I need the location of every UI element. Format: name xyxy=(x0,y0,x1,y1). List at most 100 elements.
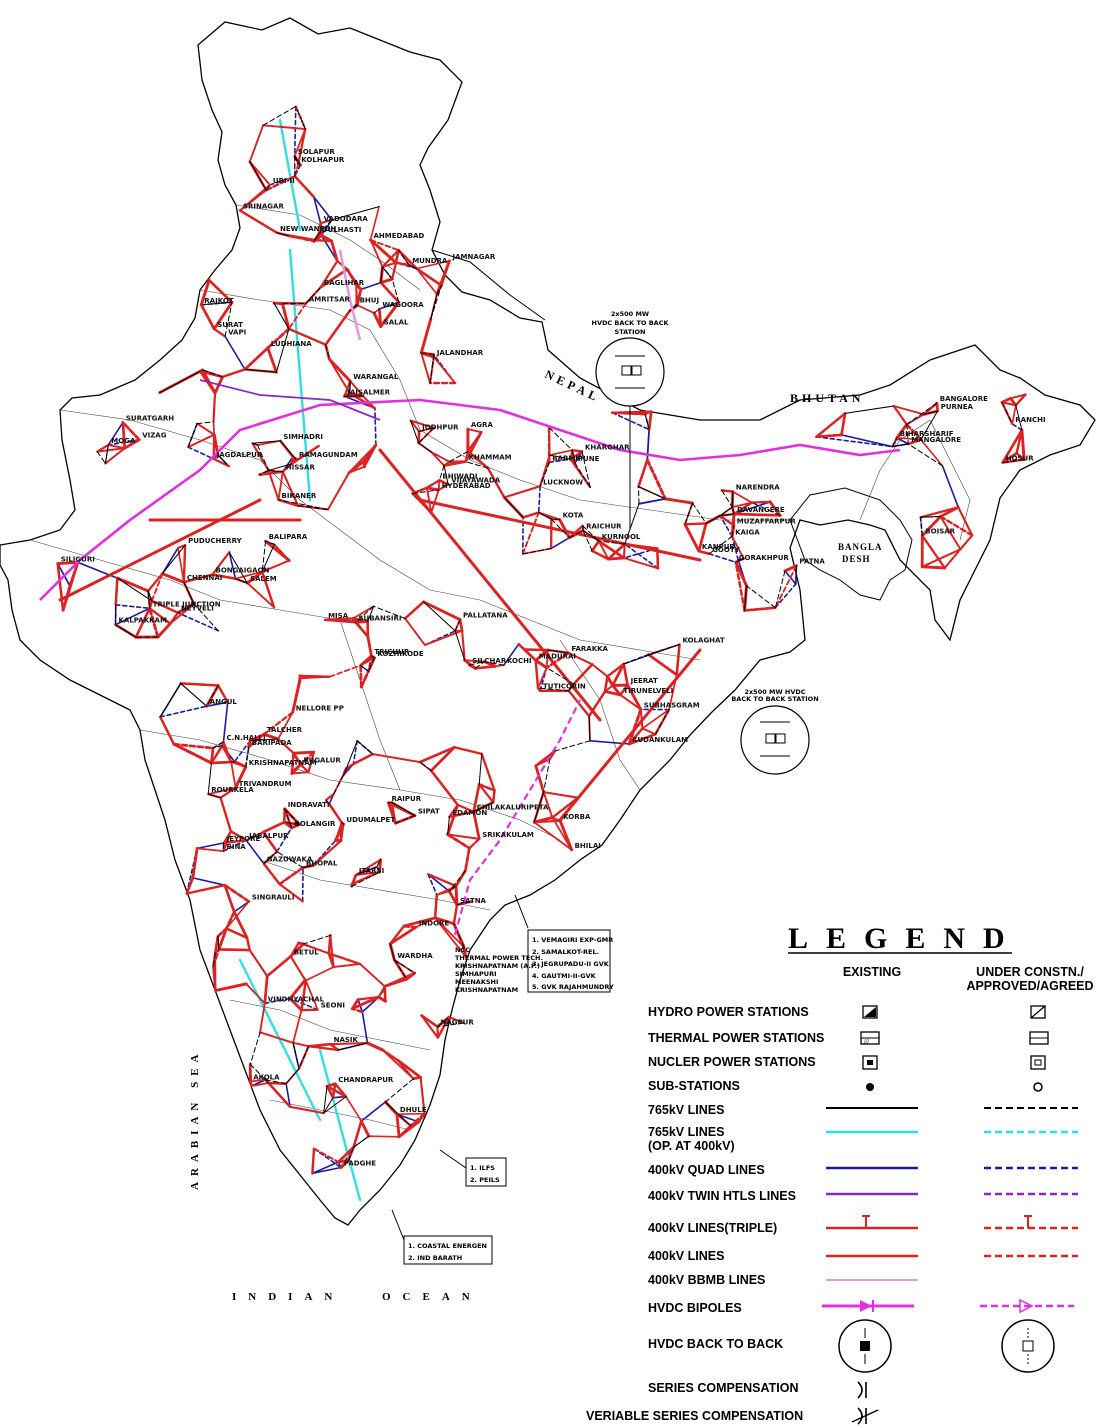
line-765kv xyxy=(550,518,570,539)
line-765kv xyxy=(343,768,347,776)
station-label: ANGUL xyxy=(210,698,238,706)
svg-text:1. VEMAGIRI EXP-GMR: 1. VEMAGIRI EXP-GMR xyxy=(532,936,613,944)
station-label: ROURKELA xyxy=(211,786,254,794)
line-400kv xyxy=(591,663,609,678)
line-400kv xyxy=(939,506,960,518)
line-400kv xyxy=(348,392,364,397)
line-765kv xyxy=(325,344,330,360)
station-label: RAMAGUNDAM xyxy=(299,451,358,459)
line-400kv xyxy=(454,884,459,907)
line-765kv xyxy=(265,1079,269,1084)
station-label: JEYPORE xyxy=(226,835,261,843)
hvdc-btb-station-north: 2x500 MW HVDC BACK TO BACK STATION xyxy=(592,310,669,530)
htls-line xyxy=(199,379,381,421)
line-400kv xyxy=(521,511,540,555)
line-400kv xyxy=(248,949,269,978)
line-765kv-op-400 xyxy=(238,958,322,1122)
station-label: VIZAG xyxy=(142,432,167,440)
line-400kv xyxy=(352,1119,363,1149)
svg-text:2x500 MW HVDC: 2x500 MW HVDC xyxy=(744,688,805,696)
line-400kv xyxy=(299,751,315,766)
line-400kv xyxy=(287,327,327,346)
line-400kv xyxy=(262,711,294,736)
line-400kv xyxy=(134,607,151,639)
line-400kv xyxy=(456,803,475,813)
line-400kv xyxy=(272,301,284,306)
line-400kv xyxy=(332,1082,337,1099)
line-400kv xyxy=(383,987,387,1003)
line-400kv xyxy=(379,300,401,328)
line-400kv xyxy=(517,642,537,662)
line-400kv xyxy=(466,450,490,470)
indian-ocean-label-2: OCEAN xyxy=(382,1291,482,1303)
line-quad xyxy=(233,739,251,763)
line-400kv xyxy=(446,833,481,840)
line-400kv xyxy=(463,658,477,670)
line-400kv xyxy=(293,175,316,199)
line-400kv xyxy=(458,618,464,633)
line-400kv xyxy=(160,572,186,584)
line-400kv xyxy=(437,483,450,491)
line-400kv xyxy=(223,883,236,914)
line-quad xyxy=(611,411,650,431)
legend-quad-label: 400kV QUAD LINES xyxy=(648,1163,765,1177)
line-400kv xyxy=(957,506,974,537)
line-quad xyxy=(276,826,293,853)
line-765kv xyxy=(337,1042,368,1051)
line-765kv xyxy=(217,454,230,467)
line-765kv xyxy=(373,605,406,619)
line-quad xyxy=(503,643,520,666)
line-400kv xyxy=(238,209,279,235)
line-765kv xyxy=(448,870,466,892)
line-quad xyxy=(427,873,451,893)
line-quad xyxy=(196,842,225,850)
svg-text:KRISHNAPATNAM: KRISHNAPATNAM xyxy=(455,986,518,994)
station-label: GOOTY xyxy=(712,546,740,554)
line-765kv xyxy=(568,530,584,539)
station-label: AHMEDABAD xyxy=(374,232,425,240)
line-765kv xyxy=(305,286,322,304)
line-400kv xyxy=(463,846,471,873)
line-765kv xyxy=(187,423,198,448)
line-400kv xyxy=(323,618,357,624)
line-765kv xyxy=(249,1031,261,1065)
line-765kv xyxy=(341,822,344,825)
station-label: WARDHA xyxy=(397,952,433,960)
line-765kv xyxy=(348,1146,355,1161)
line-765kv xyxy=(279,440,297,460)
line-400kv xyxy=(290,763,302,775)
line-400kv xyxy=(339,1158,350,1169)
line-400kv xyxy=(307,1045,340,1052)
line-400kv xyxy=(420,351,432,385)
station-label: KAIGA xyxy=(735,528,760,536)
line-400kv xyxy=(534,659,549,670)
line-400kv xyxy=(234,765,248,790)
station-label: KALPAKKAM xyxy=(119,617,167,625)
line-765kv xyxy=(907,443,943,467)
station-label: SRINAGAR xyxy=(243,203,284,211)
line-quad xyxy=(361,1011,369,1044)
line-400kv xyxy=(210,746,215,765)
line-765kv xyxy=(844,405,895,414)
line-400kv xyxy=(641,727,657,736)
line-765kv xyxy=(537,687,570,692)
line-400kv xyxy=(815,412,847,438)
line-quad xyxy=(115,603,151,610)
line-400kv xyxy=(298,674,331,678)
line-765kv xyxy=(249,1063,266,1081)
station-label: BHUJ xyxy=(360,296,379,304)
line-400kv xyxy=(350,873,358,888)
line-765kv xyxy=(391,278,400,303)
line-765kv xyxy=(323,1097,334,1114)
line-400kv xyxy=(200,279,211,306)
line-400kv xyxy=(383,971,416,988)
line-400kv xyxy=(261,559,291,573)
station-label: BHIWADI xyxy=(442,472,477,480)
line-400kv xyxy=(291,676,302,714)
line-765kv xyxy=(418,427,435,432)
station-label: TRICHUR xyxy=(374,648,409,656)
line-quad xyxy=(733,501,771,515)
line-400kv xyxy=(570,448,584,453)
